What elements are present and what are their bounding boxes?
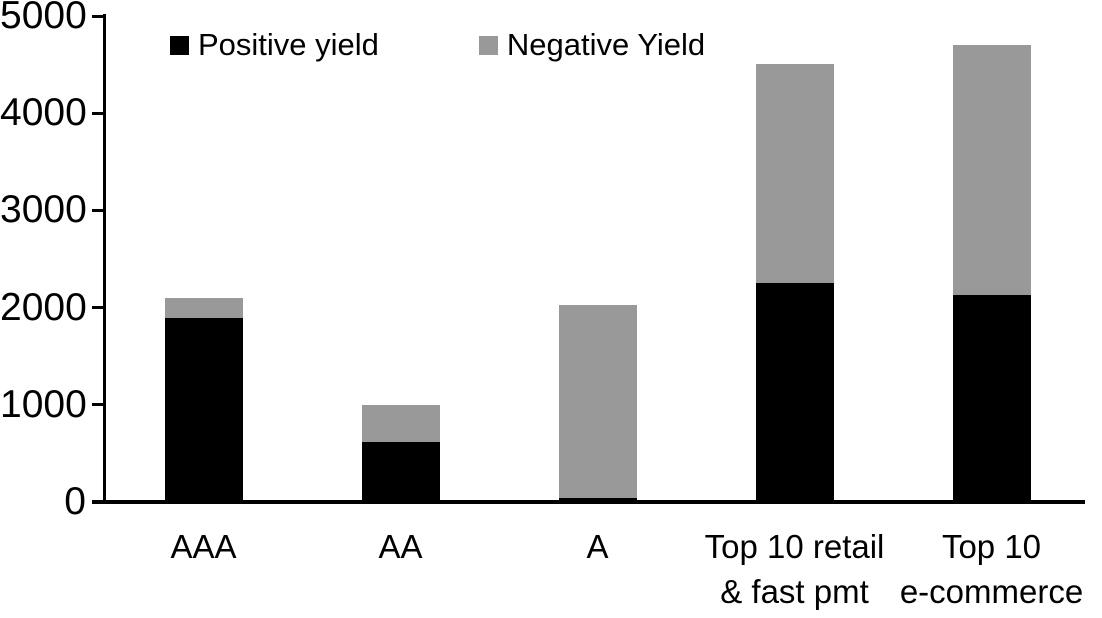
negative-yield-swatch-icon [478,35,498,55]
bar-segment-positive-yield-aaa [164,318,243,502]
x-axis-label-a: A [586,528,609,565]
y-axis-tick-3000 [92,208,105,212]
bar-segment-positive-yield-top-10-retail-fast-pmt [755,283,834,502]
bar-segment-negative-yield-a [558,304,637,498]
bar-aaa [164,297,243,502]
bar-top-10-retail-fast-pmt [755,63,834,502]
legend-item-negative-yield: Negative Yield [478,27,706,62]
y-axis-tick-label-3000: 3000 [0,188,87,232]
bar-segment-negative-yield-aa [361,404,440,442]
y-axis-tick-label-2000: 2000 [0,285,87,329]
y-axis-tick-1000 [92,403,105,407]
chart-legend: Positive yield Negative Yield [170,28,705,62]
bar-a [558,304,637,502]
bar-segment-positive-yield-top-10-e-commerce [952,294,1031,502]
legend-label-positive-yield: Positive yield [198,27,379,62]
x-axis-label-top-10-retail-fast-pmt: Top 10 retail & fast pmt [704,528,885,610]
bar-segment-negative-yield-aaa [164,297,243,319]
x-axis-line [92,500,1085,504]
bar-aa [361,404,440,502]
bar-top-10-e-commerce [952,45,1031,502]
bar-segment-positive-yield-a [558,497,637,502]
y-axis-tick-label-4000: 4000 [0,91,87,135]
y-axis-tick-4000 [92,111,105,115]
bar-segment-negative-yield-top-10-e-commerce [952,45,1031,295]
y-axis-tick-5000 [92,14,105,18]
y-axis-tick-label-0: 0 [64,480,86,523]
positive-yield-swatch-icon [170,35,189,55]
x-axis-label-top-10-e-commerce: Top 10 e-commerce [899,528,1084,610]
x-axis-label-aa: AA [378,528,423,565]
legend-label-negative-yield: Negative Yield [506,27,706,62]
y-axis-line [103,14,106,504]
bar-segment-negative-yield-top-10-retail-fast-pmt [755,63,834,284]
y-axis-tick-2000 [92,306,105,310]
bar-segment-positive-yield-aa [361,441,440,502]
y-axis-tick-label-1000: 1000 [0,382,87,426]
legend-item-positive-yield: Positive yield [170,28,379,62]
y-axis-tick-label-5000: 5000 [0,0,87,37]
x-axis-label-aaa: AAA [170,528,237,565]
